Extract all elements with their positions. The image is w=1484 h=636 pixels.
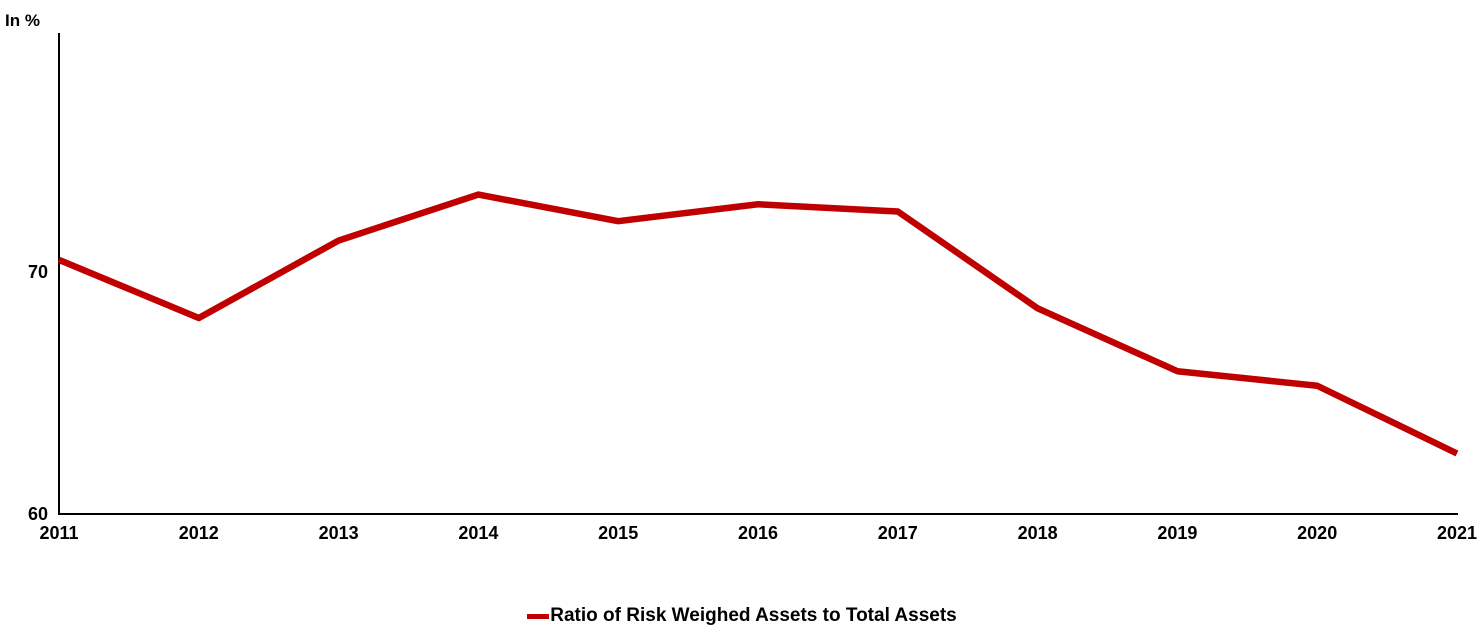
y-tick-label: 60 [27,504,48,524]
x-tick-label: 2013 [318,523,359,543]
x-tick-label: 2016 [737,523,779,543]
x-tick-label: 2014 [458,523,499,543]
data-line [57,191,1459,457]
y-axis-unit-label: In % [5,11,40,30]
y-tick-label: 70 [27,262,48,282]
legend-label: Ratio of Risk Weighed Assets to Total As… [550,605,957,626]
legend: Ratio of Risk Weighed Assets to Total As… [0,605,1484,627]
legend-line-marker [527,613,550,619]
x-tick-label: 2015 [598,523,639,543]
x-tick-label: 2018 [1017,523,1058,543]
x-tick-label: 2011 [39,523,79,543]
x-tick-label: 2021 [1436,523,1478,543]
x-tick-label: 2019 [1157,523,1198,543]
x-tick-label: 2012 [178,523,219,543]
x-tick-label: 2020 [1297,523,1338,543]
x-tick-label: 2017 [877,523,918,543]
